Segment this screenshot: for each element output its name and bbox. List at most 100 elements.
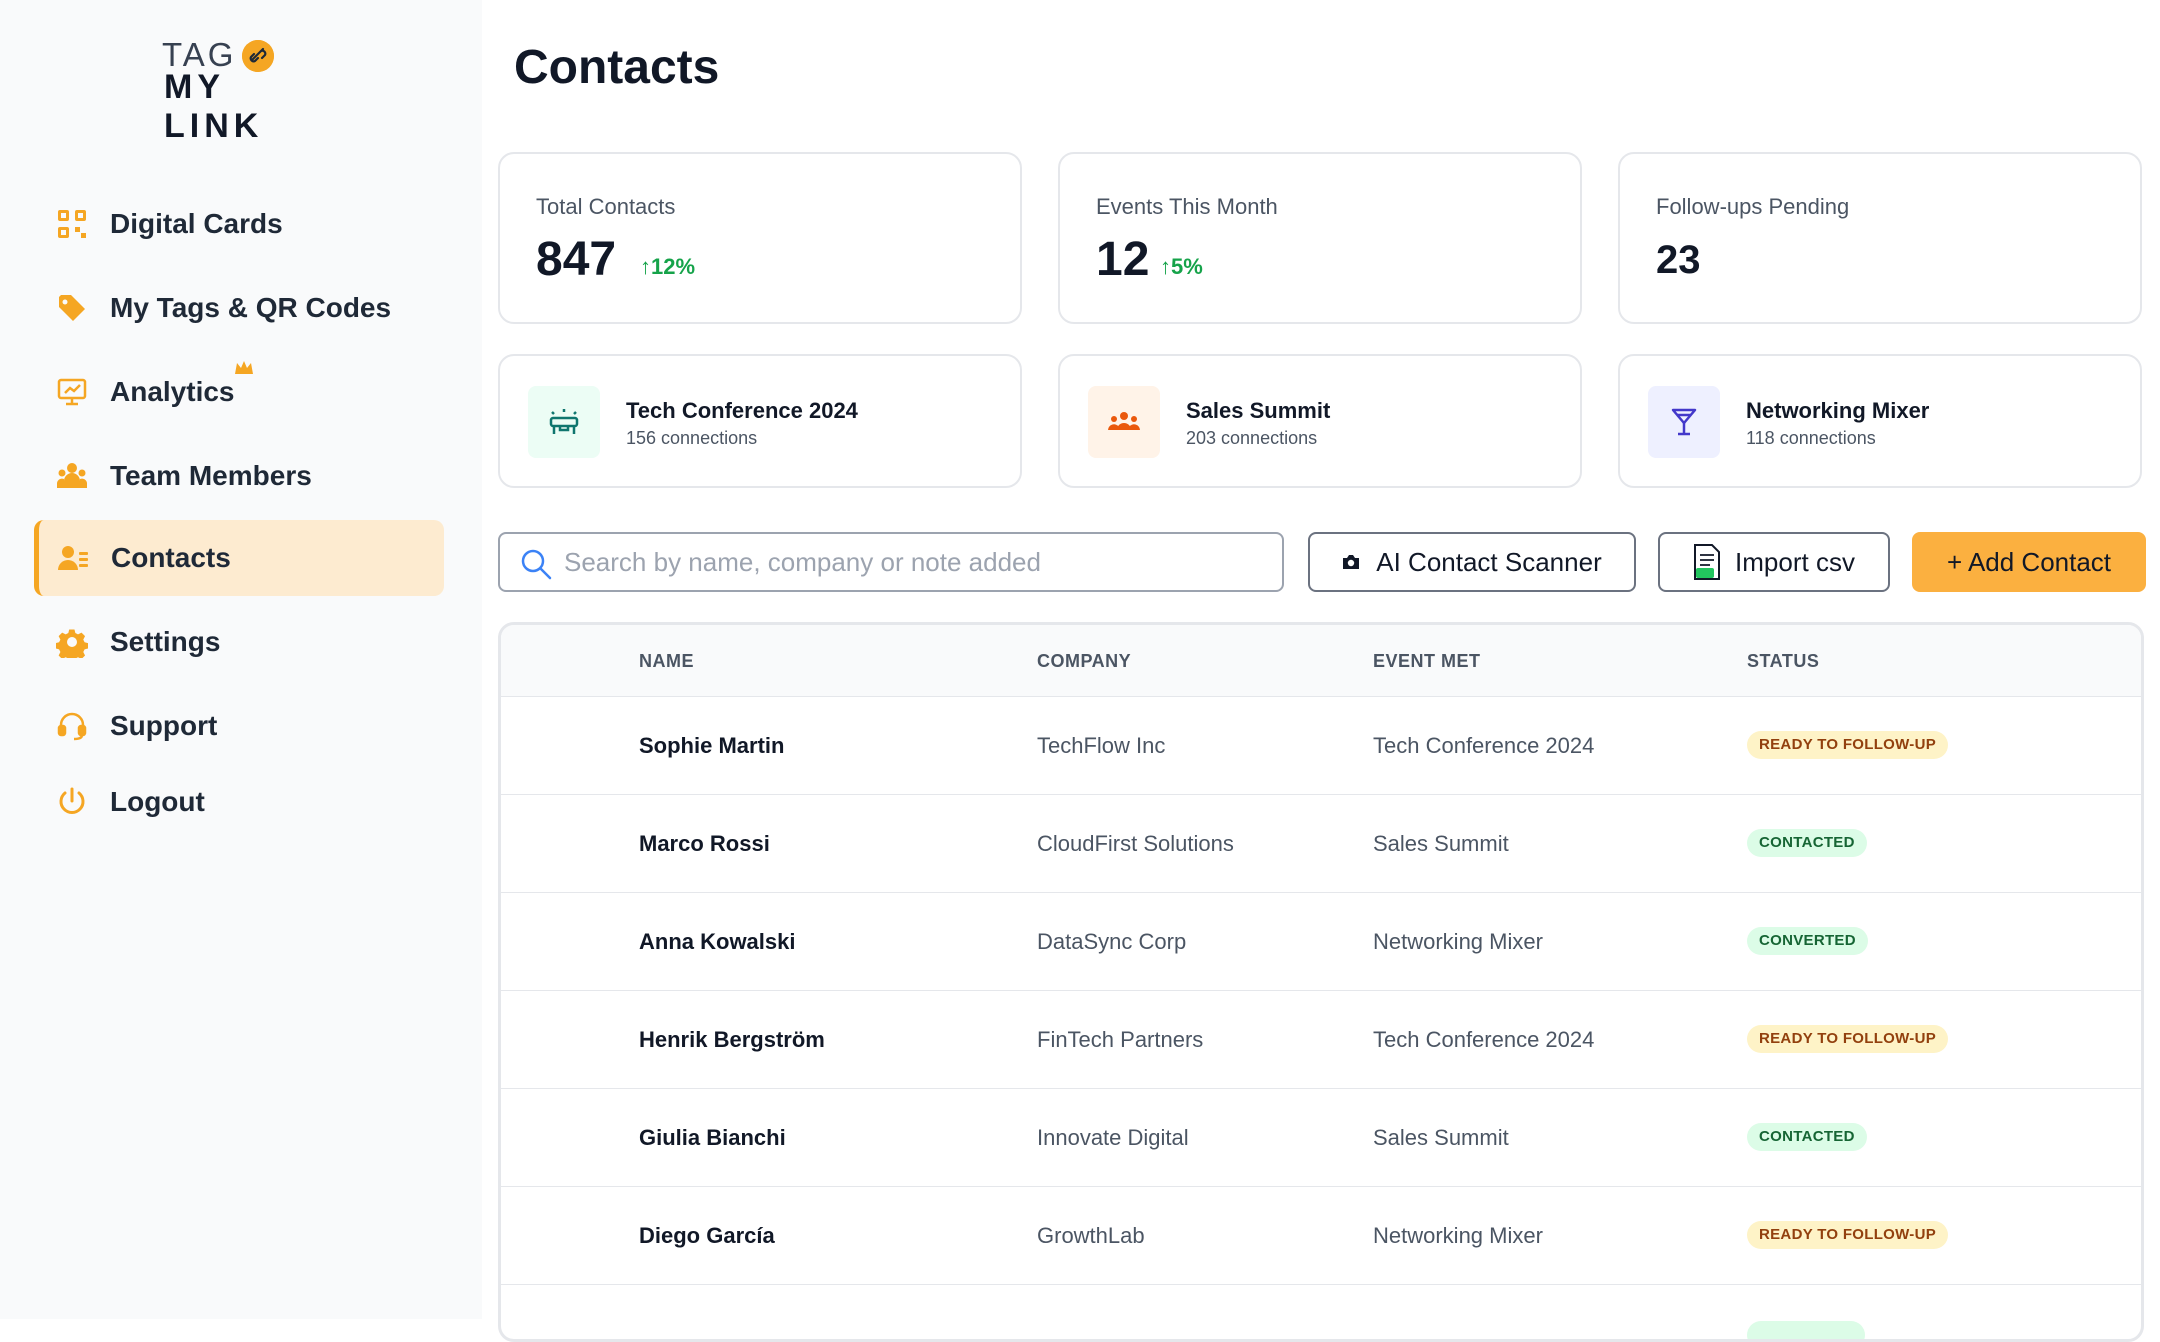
contact-name: Sophie Martin bbox=[639, 733, 785, 758]
brand-line2: MY LINK bbox=[164, 68, 264, 145]
table-row[interactable]: Diego García GrowthLab Networking Mixer … bbox=[501, 1187, 2141, 1285]
column-header-status[interactable]: STATUS bbox=[1747, 651, 1820, 671]
sidebar-item-label: Digital Cards bbox=[110, 208, 283, 239]
power-icon bbox=[56, 786, 88, 818]
brand-line1: TAG bbox=[162, 36, 237, 73]
table-row[interactable]: Sophie Martin TechFlow Inc Tech Conferen… bbox=[501, 697, 2141, 795]
arrow-up-icon: ↑ bbox=[640, 254, 651, 279]
sidebar-item-label: Settings bbox=[110, 626, 221, 657]
table-row[interactable]: Marco Rossi CloudFirst Solutions Sales S… bbox=[501, 795, 2141, 893]
sidebar-item-support[interactable]: Support bbox=[34, 688, 444, 764]
contact-name: Marco Rossi bbox=[639, 831, 770, 856]
sidebar-item-label: Analytics bbox=[110, 376, 235, 407]
sidebar-item-digital-cards[interactable]: Digital Cards bbox=[34, 186, 444, 262]
event-name: Networking Mixer bbox=[1746, 398, 1930, 423]
contacts-table: NAME COMPANY EVENT MET STATUS Sophie Mar… bbox=[498, 622, 2144, 1342]
contact-event: Sales Summit bbox=[1373, 1125, 1509, 1150]
button-label: AI Contact Scanner bbox=[1376, 546, 1602, 577]
button-label: Import csv bbox=[1735, 546, 1855, 577]
column-header-company[interactable]: COMPANY bbox=[1037, 651, 1132, 671]
event-card-tech-conference[interactable]: Tech Conference 2024 156 connections bbox=[498, 354, 1022, 488]
status-badge: READY TO FOLLOW-UP bbox=[1747, 1221, 1949, 1249]
sidebar-item-settings[interactable]: Settings bbox=[34, 604, 444, 680]
search-box[interactable] bbox=[498, 532, 1284, 592]
contact-name: Anna Kowalski bbox=[639, 929, 796, 954]
sidebar: TAG MY LINK Digital Cards My Tags & QR bbox=[0, 0, 482, 1319]
qr-grid-icon bbox=[56, 208, 88, 240]
sidebar-item-label: My Tags & QR Codes bbox=[110, 292, 392, 323]
stat-card-total-contacts: Total Contacts 847 ↑12% bbox=[498, 152, 1022, 324]
contact-name: Diego García bbox=[639, 1223, 775, 1248]
sidebar-item-logout[interactable]: Logout bbox=[34, 764, 444, 840]
contact-event: Networking Mixer bbox=[1373, 1223, 1543, 1248]
status-badge: CONVERTED bbox=[1747, 927, 1868, 955]
event-connections: 203 connections bbox=[1186, 428, 1318, 448]
stat-value: 847 bbox=[536, 233, 617, 286]
contact-company: TechFlow Inc bbox=[1037, 733, 1166, 758]
contact-event: Networking Mixer bbox=[1373, 929, 1543, 954]
sidebar-item-label: Logout bbox=[110, 786, 205, 817]
page-title: Contacts bbox=[514, 41, 720, 94]
status-badge: CONTACTED bbox=[1747, 829, 1867, 857]
contact-company: FinTech Partners bbox=[1037, 1027, 1204, 1052]
sidebar-item-analytics[interactable]: Analytics bbox=[34, 354, 444, 430]
cocktail-icon bbox=[1648, 386, 1720, 458]
crown-icon bbox=[234, 360, 254, 376]
link-badge-icon bbox=[242, 40, 274, 72]
sidebar-item-label: Support bbox=[110, 710, 218, 741]
event-connections: 156 connections bbox=[626, 428, 758, 448]
stat-card-events-this-month: Events This Month 12 ↑5% bbox=[1058, 152, 1582, 324]
gear-icon bbox=[55, 626, 89, 663]
table-row[interactable]: Henrik Bergström FinTech Partners Tech C… bbox=[501, 991, 2141, 1089]
monitor-chart-icon bbox=[56, 376, 88, 408]
ai-contact-scanner-button[interactable]: AI Contact Scanner bbox=[1308, 532, 1636, 592]
event-name: Tech Conference 2024 bbox=[626, 398, 858, 423]
stat-change: ↑5% bbox=[1160, 254, 1203, 279]
import-csv-button[interactable]: Import csv bbox=[1658, 532, 1890, 592]
sidebar-item-team-members[interactable]: Team Members bbox=[34, 438, 444, 514]
column-header-event-met[interactable]: EVENT MET bbox=[1373, 651, 1481, 671]
table-header: NAME COMPANY EVENT MET STATUS bbox=[501, 625, 2141, 697]
contact-name: Henrik Bergström bbox=[639, 1027, 825, 1052]
status-badge: READY TO FOLLOW-UP bbox=[1747, 731, 1949, 759]
event-card-networking-mixer[interactable]: Networking Mixer 118 connections bbox=[1618, 354, 2142, 488]
stat-label: Total Contacts bbox=[536, 194, 676, 219]
event-card-sales-summit[interactable]: Sales Summit 203 connections bbox=[1058, 354, 1582, 488]
button-label: + Add Contact bbox=[1946, 546, 2112, 577]
column-header-name[interactable]: NAME bbox=[639, 651, 694, 671]
contact-event: Sales Summit bbox=[1373, 831, 1509, 856]
stat-value: 12 bbox=[1096, 233, 1150, 286]
search-input[interactable] bbox=[564, 542, 1264, 582]
sidebar-item-label: Contacts bbox=[111, 542, 231, 573]
table-row[interactable]: Anna Kowalski DataSync Corp Networking M… bbox=[501, 893, 2141, 991]
stat-value: 23 bbox=[1656, 238, 1701, 282]
stat-label: Events This Month bbox=[1096, 194, 1278, 219]
status-badge: READY TO FOLLOW-UP bbox=[1747, 1025, 1949, 1053]
people-group-icon bbox=[1088, 386, 1160, 458]
table-row[interactable]: Giulia Bianchi Innovate Digital Sales Su… bbox=[501, 1089, 2141, 1187]
sidebar-item-label: Team Members bbox=[110, 460, 312, 491]
sidebar-item-contacts[interactable]: Contacts bbox=[34, 520, 444, 596]
add-contact-button[interactable]: + Add Contact bbox=[1912, 532, 2146, 592]
sidebar-item-my-tags[interactable]: My Tags & QR Codes bbox=[34, 270, 444, 346]
contact-company: Innovate Digital bbox=[1037, 1125, 1189, 1150]
main-content: Contacts Total Contacts 847 ↑12% Events … bbox=[482, 0, 2160, 1342]
contact-event: Tech Conference 2024 bbox=[1373, 1027, 1595, 1052]
headset-icon bbox=[56, 710, 88, 742]
stat-card-follow-ups-pending: Follow-ups Pending 23 bbox=[1618, 152, 2142, 324]
event-name: Sales Summit bbox=[1186, 398, 1331, 423]
csv-file-icon bbox=[1693, 543, 1721, 581]
brand-logo[interactable]: TAG MY LINK bbox=[162, 36, 322, 145]
conference-icon bbox=[528, 386, 600, 458]
search-icon bbox=[520, 548, 552, 580]
team-icon bbox=[56, 460, 88, 492]
tag-icon bbox=[56, 292, 88, 324]
stat-label: Follow-ups Pending bbox=[1656, 194, 1850, 219]
contact-company: DataSync Corp bbox=[1037, 929, 1187, 954]
stat-change: ↑12% bbox=[640, 254, 696, 279]
contact-company: GrowthLab bbox=[1037, 1223, 1145, 1248]
event-connections: 118 connections bbox=[1746, 428, 1876, 448]
status-badge bbox=[1747, 1321, 1865, 1339]
contact-company: CloudFirst Solutions bbox=[1037, 831, 1234, 856]
status-badge: CONTACTED bbox=[1747, 1123, 1867, 1151]
